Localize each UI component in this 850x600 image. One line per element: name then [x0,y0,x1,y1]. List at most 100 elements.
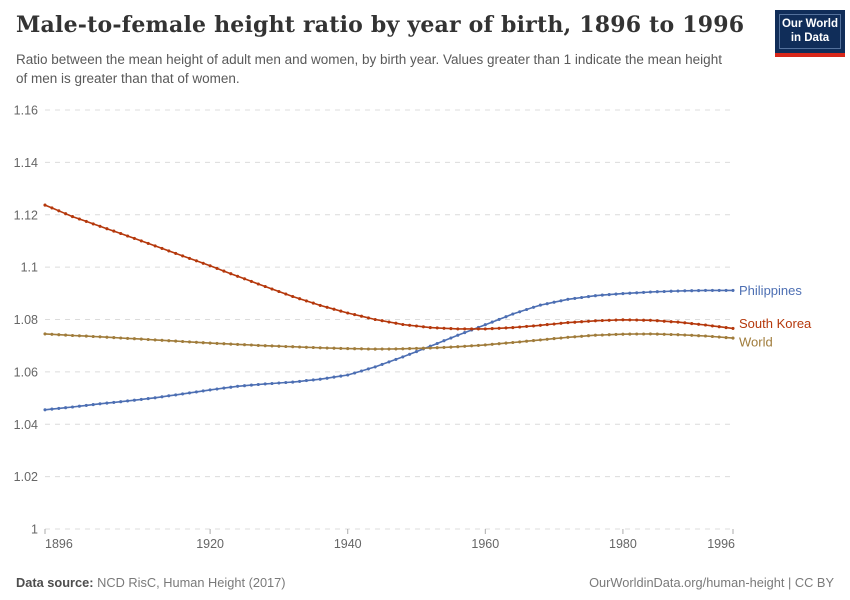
data-point [394,357,398,361]
data-point [325,305,329,309]
data-point [580,334,584,338]
data-point [655,319,659,323]
x-tick-label: 1920 [196,537,224,551]
legend-label-philippines[interactable]: Philippines [739,283,802,298]
data-point [703,334,708,338]
data-point [236,342,240,346]
data-point [181,254,185,258]
x-tick-label: 1996 [707,537,735,551]
data-point [249,279,253,283]
data-point [621,292,625,296]
data-point [442,345,446,349]
data-point [43,408,47,412]
series-world[interactable] [43,332,735,351]
data-point [373,317,377,322]
credit-link[interactable]: OurWorldinData.org/human-height | CC BY [589,575,834,590]
data-point [710,334,714,339]
data-point [731,326,735,330]
y-tick-label: 1.06 [14,365,38,379]
data-point [428,346,432,350]
gridlines [45,109,735,530]
data-point [435,326,439,330]
data-point [511,326,515,330]
data-point [518,325,522,329]
data-point [456,333,460,337]
data-point [167,394,171,398]
data-point [690,289,694,293]
y-tick-label: 1.08 [14,313,38,327]
data-point [194,340,198,344]
data-point [270,344,274,348]
data-point [98,335,102,339]
data-point [380,319,384,323]
data-point [70,333,75,338]
data-point [621,332,625,336]
data-point [112,229,116,233]
data-point [291,380,295,384]
data-point [146,337,150,342]
data-point [77,334,81,338]
data-point [504,341,508,345]
legend-label-world[interactable]: World [739,335,773,350]
legend-label-south-korea[interactable]: South Korea [739,316,812,331]
data-point [428,326,432,330]
x-tick-label: 1940 [334,537,362,551]
data-point [545,323,549,327]
data-point [160,338,164,342]
data-point [194,259,198,263]
data-point [504,326,508,330]
data-point [697,289,701,293]
data-point [43,332,47,336]
data-point [105,335,109,339]
data-point [353,313,357,317]
data-point [304,299,308,303]
data-point [683,289,687,293]
data-point [132,398,136,402]
y-axis-labels: 1 1.02 1.04 1.06 1.08 1.1 1.12 1.14 1.16 [14,104,38,537]
series-south-korea[interactable] [43,203,735,331]
data-point [187,256,192,260]
data-point [311,345,315,350]
data-point [614,332,618,336]
owid-logo[interactable]: Our World in Data [775,10,845,57]
data-point [401,347,405,351]
data-point [50,332,54,336]
data-point [394,321,398,325]
data-point [607,293,611,297]
data-point [126,234,130,238]
data-point [552,337,556,341]
data-point [332,375,336,379]
data-point [57,209,61,213]
data-point [731,336,735,340]
data-point [435,341,439,346]
data-point [249,383,253,387]
data-point [545,302,549,306]
data-point [559,336,563,340]
data-point [380,362,384,366]
data-point [628,318,632,322]
data-point [421,346,425,350]
data-point [304,345,308,349]
data-point [387,360,391,364]
data-point [573,296,577,300]
data-point [600,293,604,297]
data-point [50,407,54,411]
data-point [662,289,666,294]
data-point [387,347,391,351]
data-point [683,321,687,325]
data-point [70,215,75,219]
data-point [449,336,453,340]
data-point [559,321,563,325]
series-philippines[interactable] [43,288,735,412]
data-point [229,342,233,346]
data-point [249,343,253,347]
data-point [284,380,288,385]
data-point [463,327,467,331]
data-point [291,294,295,299]
data-point [593,294,597,298]
data-point [511,312,515,316]
data-point [215,341,219,345]
data-point [717,335,721,339]
